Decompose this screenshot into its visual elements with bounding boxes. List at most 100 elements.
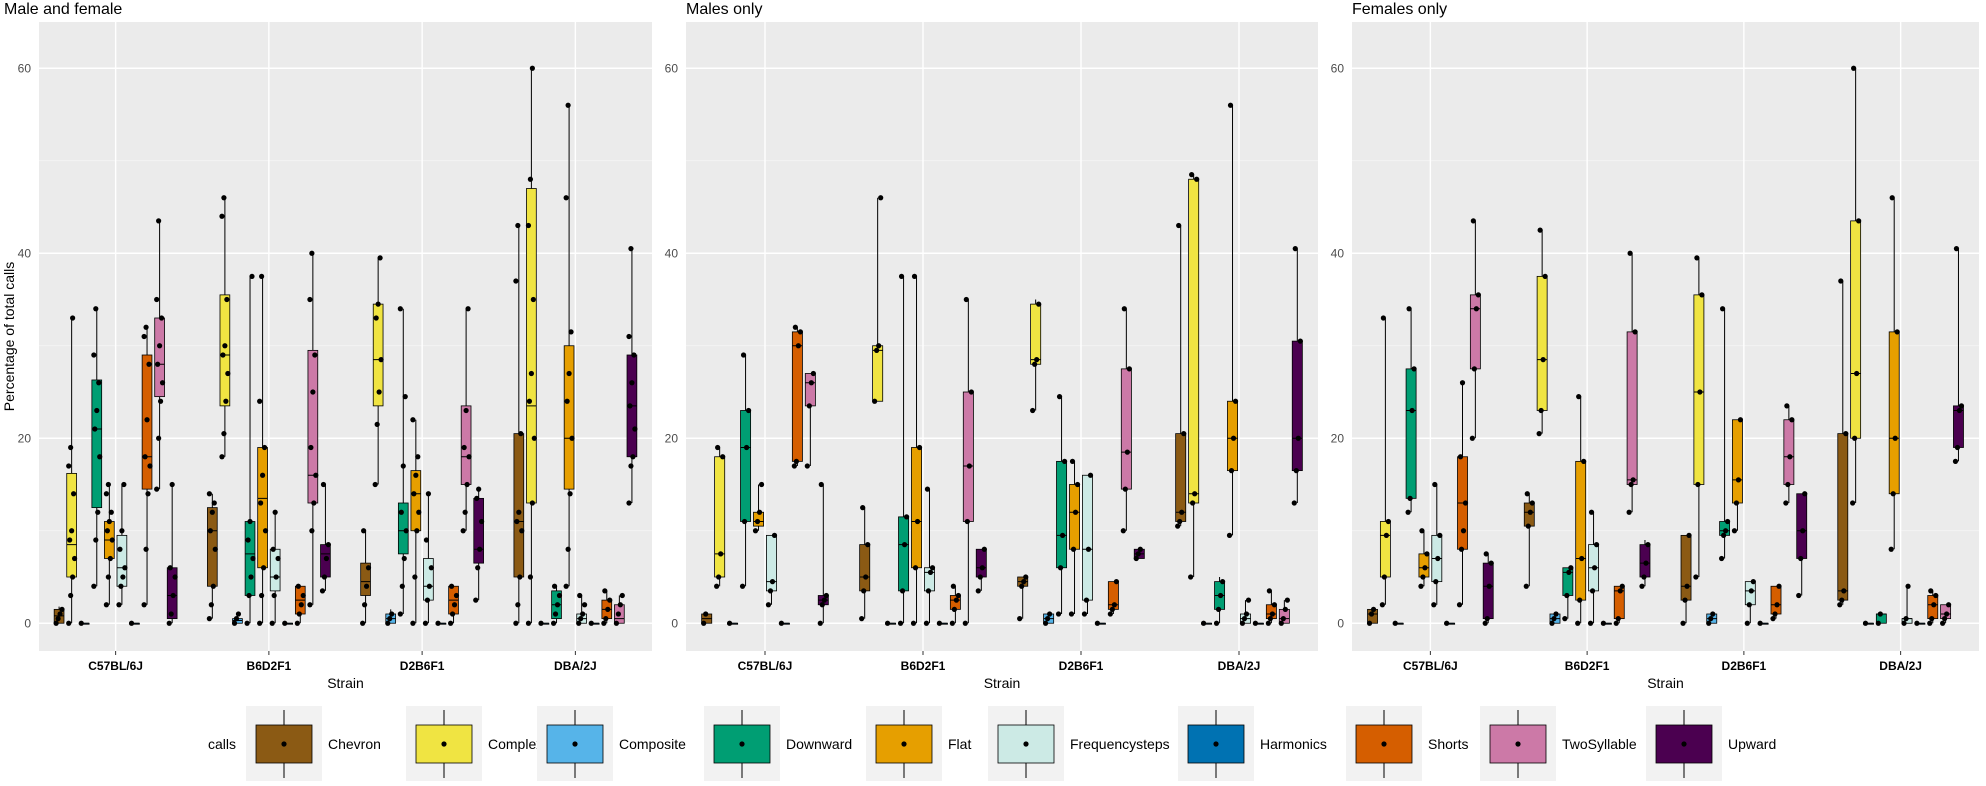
data-point	[629, 380, 635, 386]
data-point	[1591, 565, 1598, 571]
box-downward	[1875, 611, 1887, 626]
data-point	[1894, 329, 1900, 335]
data-point	[66, 620, 72, 626]
box-frequencysteps	[1744, 579, 1756, 626]
data-point	[1409, 407, 1415, 414]
data-point	[57, 611, 63, 617]
data-point	[903, 514, 910, 520]
box-twosyllable	[1626, 250, 1638, 515]
data-point	[1537, 227, 1543, 233]
data-point	[953, 597, 960, 603]
data-point	[628, 246, 634, 252]
data-point	[617, 602, 623, 608]
panel-background	[39, 22, 652, 651]
data-point	[519, 528, 525, 534]
data-point	[1627, 250, 1633, 256]
data-point	[1928, 588, 1934, 594]
y-tick-label: 40	[18, 246, 32, 260]
box-shorts	[1456, 380, 1469, 608]
data-point	[1126, 366, 1132, 372]
data-point	[554, 602, 561, 608]
box-iqr	[66, 472, 77, 578]
data-point	[479, 518, 485, 525]
data-point	[1470, 218, 1476, 224]
data-point	[1381, 574, 1387, 580]
data-point	[1589, 588, 1596, 594]
box-composite	[884, 620, 897, 626]
data-point	[167, 565, 173, 571]
data-point	[720, 454, 726, 460]
data-point	[453, 592, 460, 599]
data-point	[818, 481, 824, 488]
data-point	[898, 273, 905, 279]
data-point	[795, 343, 802, 349]
data-point	[607, 597, 613, 603]
box-chevron	[1017, 574, 1029, 622]
data-point	[863, 574, 869, 580]
data-point	[168, 611, 174, 617]
data-point	[1418, 583, 1424, 589]
box-flat	[563, 102, 575, 589]
data-point	[128, 620, 135, 626]
data-point	[1121, 306, 1127, 312]
data-point	[311, 500, 317, 506]
box-composite	[1392, 620, 1404, 626]
data-point	[1856, 218, 1862, 224]
box-upward	[473, 486, 485, 603]
data-point	[526, 398, 533, 404]
legend-item-flat: Flat	[866, 706, 971, 782]
data-point	[374, 421, 380, 427]
data-point	[360, 620, 366, 626]
box-chevron	[206, 491, 218, 622]
data-point	[1524, 491, 1530, 497]
data-point	[626, 500, 632, 506]
data-point	[143, 546, 149, 552]
data-point	[71, 491, 77, 497]
data-point	[426, 583, 432, 589]
data-point	[1435, 555, 1441, 562]
box-twosyllable	[307, 250, 319, 608]
box-shorts	[1613, 583, 1625, 626]
data-point	[70, 315, 76, 321]
data-point	[1241, 616, 1248, 622]
data-point	[1579, 555, 1585, 562]
data-point	[817, 620, 823, 626]
data-point	[529, 65, 535, 71]
data-point	[462, 509, 468, 515]
data-point	[1680, 620, 1686, 626]
data-point	[955, 592, 962, 599]
data-point	[771, 532, 778, 538]
data-point	[1719, 306, 1726, 312]
data-point	[120, 574, 126, 580]
box-chevron	[1837, 278, 1849, 608]
data-point	[1903, 616, 1909, 622]
data-point	[1956, 407, 1963, 414]
box-downward	[739, 352, 752, 589]
data-point	[166, 620, 172, 626]
data-point	[563, 583, 569, 589]
data-point	[1720, 532, 1727, 538]
data-point	[569, 435, 575, 441]
data-point	[121, 481, 127, 488]
data-point	[59, 606, 65, 612]
box-iqr	[526, 188, 537, 504]
data-point	[859, 616, 865, 622]
data-point	[308, 444, 314, 451]
box-downward	[1213, 577, 1226, 626]
data-point	[628, 463, 634, 469]
data-point	[53, 620, 59, 626]
data-point	[403, 528, 409, 534]
y-tick-label: 40	[1331, 246, 1345, 260]
data-point	[109, 537, 115, 543]
y-tick-label: 20	[665, 431, 679, 445]
data-point	[271, 592, 277, 599]
box-frequencysteps	[765, 532, 778, 608]
data-point	[1838, 278, 1844, 284]
box-complex	[1693, 255, 1705, 580]
box-downward	[1055, 394, 1068, 617]
data-point	[1366, 620, 1373, 626]
data-point	[296, 611, 302, 617]
data-point	[1628, 481, 1634, 488]
data-point	[1094, 620, 1101, 626]
